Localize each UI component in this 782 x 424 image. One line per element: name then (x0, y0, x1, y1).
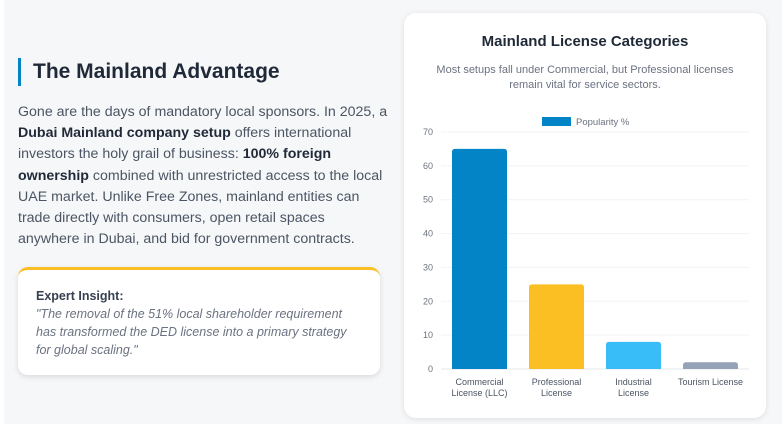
y-tick-label: 40 (423, 229, 433, 239)
text-run: combined with unrestricted access to the… (18, 167, 383, 248)
insight-heading: Expert Insight: (36, 289, 124, 303)
x-tick-label: Industrial (615, 377, 652, 387)
y-tick-label: 10 (423, 330, 433, 340)
bold-phrase: 100% foreign ownership (18, 146, 332, 184)
chart-title: Mainland License Categories (481, 33, 689, 50)
bar[interactable] (606, 341, 661, 369)
section-title: The Mainland Advantage (18, 58, 388, 86)
text-run: Gone are the days of mandatory local spo… (18, 104, 388, 120)
bar[interactable] (529, 284, 584, 369)
x-tick-label: Professional (532, 377, 582, 387)
y-tick-label: 30 (423, 262, 433, 272)
x-tick-label: Tourism License (678, 377, 743, 387)
y-tick-label: 20 (423, 296, 433, 306)
bold-phrase: Dubai Mainland company setup (18, 125, 231, 142)
expert-insight-card: Expert Insight: "The removal of the 51% … (18, 267, 380, 375)
text-run: offers international investors the holy … (18, 125, 352, 163)
legend-label: Popularity % (576, 117, 630, 128)
y-tick-label: 70 (423, 127, 433, 137)
y-tick-label: 60 (423, 161, 433, 171)
legend-swatch (542, 117, 571, 126)
chart-subtitle: Most setups fall under Commercial, but P… (436, 64, 734, 91)
y-tick-label: 50 (423, 195, 433, 205)
bar[interactable] (452, 148, 507, 369)
x-tick-label: License (618, 388, 649, 398)
x-tick-label: Commercial (455, 377, 503, 387)
section-paragraph: Gone are the days of mandatory local spo… (18, 102, 388, 250)
content-section: The Mainland Advantage Gone are the days… (18, 58, 388, 250)
insight-quote: "The removal of the 51% local shareholde… (36, 307, 347, 357)
y-tick-label: 0 (428, 364, 433, 374)
x-tick-label: License (LLC) (451, 388, 507, 398)
bar[interactable] (683, 362, 738, 369)
chart-card: Mainland License Categories Most setups … (404, 13, 766, 418)
x-tick-label: License (541, 388, 572, 398)
